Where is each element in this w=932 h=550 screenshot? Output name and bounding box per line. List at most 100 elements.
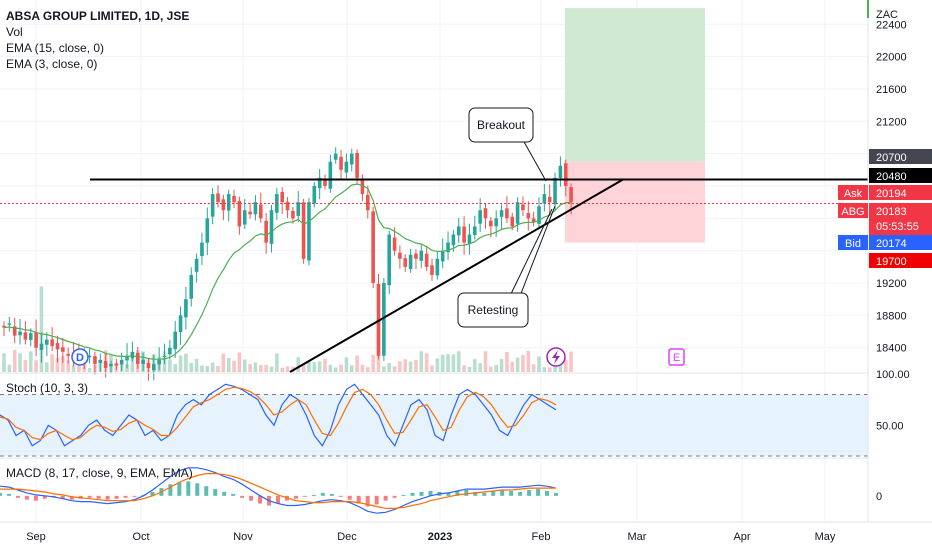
candle-body[interactable] bbox=[103, 361, 108, 368]
candle-body[interactable] bbox=[473, 226, 477, 235]
candle-body[interactable] bbox=[242, 210, 247, 225]
candle-body[interactable] bbox=[451, 234, 456, 246]
candle-body[interactable] bbox=[152, 363, 156, 371]
candle-body[interactable] bbox=[269, 210, 274, 244]
candle-body[interactable] bbox=[392, 237, 397, 251]
candle-body[interactable] bbox=[403, 258, 408, 267]
candle-body[interactable] bbox=[12, 326, 17, 336]
candle-body[interactable] bbox=[489, 220, 493, 227]
candle-body[interactable] bbox=[253, 202, 258, 215]
candle-body[interactable] bbox=[259, 204, 263, 219]
dividend-marker[interactable]: D bbox=[71, 348, 89, 366]
candle-body[interactable] bbox=[226, 194, 231, 211]
price-tag[interactable] bbox=[869, 235, 932, 250]
candle-body[interactable] bbox=[216, 193, 220, 203]
candle-body[interactable] bbox=[194, 258, 199, 272]
candle-body[interactable] bbox=[430, 265, 434, 275]
breakout-callout[interactable]: Breakout bbox=[468, 107, 547, 182]
candle-body[interactable] bbox=[317, 177, 322, 189]
stochastic-line[interactable] bbox=[0, 383, 557, 447]
candle-body[interactable] bbox=[280, 192, 284, 203]
candle-body[interactable] bbox=[87, 355, 92, 358]
ascending-trendline[interactable] bbox=[289, 178, 624, 373]
candle-body[interactable] bbox=[510, 216, 515, 227]
candle-body[interactable] bbox=[34, 332, 38, 348]
candle-body[interactable] bbox=[505, 208, 509, 219]
candle-body[interactable] bbox=[264, 220, 268, 243]
candle-body[interactable] bbox=[553, 177, 557, 205]
candle-body[interactable] bbox=[339, 156, 343, 170]
ema-line[interactable] bbox=[3, 183, 572, 360]
long-position-target-zone[interactable] bbox=[565, 8, 705, 162]
candle-body[interactable] bbox=[355, 153, 359, 178]
candle-body[interactable] bbox=[45, 339, 49, 345]
candle-body[interactable] bbox=[2, 325, 6, 328]
candle-body[interactable] bbox=[414, 253, 418, 259]
candle-body[interactable] bbox=[66, 353, 70, 356]
candle-body[interactable] bbox=[135, 352, 140, 364]
candle-body[interactable] bbox=[237, 200, 242, 227]
price-tag[interactable] bbox=[869, 203, 932, 235]
retesting-callout[interactable]: Retesting bbox=[457, 205, 556, 328]
candle-body[interactable] bbox=[23, 332, 28, 340]
candle-body[interactable] bbox=[55, 343, 60, 350]
candle-body[interactable] bbox=[109, 363, 113, 367]
candle-body[interactable] bbox=[18, 331, 22, 336]
candle-body[interactable] bbox=[178, 315, 183, 333]
candle-body[interactable] bbox=[408, 254, 413, 270]
candle-body[interactable] bbox=[542, 194, 547, 204]
candle-body[interactable] bbox=[435, 258, 440, 276]
candle-body[interactable] bbox=[328, 161, 333, 189]
candle-body[interactable] bbox=[248, 211, 252, 215]
candle-body[interactable] bbox=[547, 196, 552, 203]
candle-body[interactable] bbox=[189, 274, 194, 299]
candle-body[interactable] bbox=[221, 199, 226, 211]
candle-body[interactable] bbox=[537, 206, 541, 224]
candle-body[interactable] bbox=[483, 208, 488, 219]
lightning-icon[interactable] bbox=[546, 347, 566, 367]
candle-body[interactable] bbox=[521, 204, 525, 211]
candle-body[interactable] bbox=[291, 210, 295, 219]
candle-body[interactable] bbox=[558, 165, 563, 178]
candle-body[interactable] bbox=[440, 250, 445, 262]
candle-body[interactable] bbox=[39, 343, 44, 350]
candle-body[interactable] bbox=[531, 218, 536, 223]
candle-body[interactable] bbox=[371, 211, 375, 284]
long-position-stop-zone[interactable] bbox=[565, 161, 705, 243]
macd-line[interactable] bbox=[0, 473, 556, 509]
candle-body[interactable] bbox=[563, 163, 568, 186]
candle-body[interactable] bbox=[366, 194, 370, 211]
candle-body[interactable] bbox=[7, 323, 12, 325]
candle-body[interactable] bbox=[61, 347, 65, 352]
candle-body[interactable] bbox=[168, 347, 172, 355]
candle-body[interactable] bbox=[526, 213, 531, 219]
candle-body[interactable] bbox=[210, 194, 215, 217]
candle-body[interactable] bbox=[157, 359, 161, 365]
candle-body[interactable] bbox=[398, 252, 402, 259]
candle-body[interactable] bbox=[387, 234, 391, 286]
price-tag[interactable] bbox=[869, 185, 932, 200]
stochastic-line[interactable] bbox=[0, 386, 557, 441]
candle-body[interactable] bbox=[98, 359, 103, 363]
candle-body[interactable] bbox=[50, 339, 54, 347]
candle-body[interactable] bbox=[344, 161, 349, 173]
candle-body[interactable] bbox=[205, 218, 210, 243]
candle-body[interactable] bbox=[301, 202, 306, 259]
candle-body[interactable] bbox=[312, 186, 317, 204]
candle-body[interactable] bbox=[462, 226, 466, 243]
candle-body[interactable] bbox=[285, 201, 290, 211]
candle-body[interactable] bbox=[119, 359, 124, 365]
candle-body[interactable] bbox=[424, 253, 429, 267]
candle-body[interactable] bbox=[232, 195, 236, 203]
candle-body[interactable] bbox=[333, 153, 338, 160]
candle-body[interactable] bbox=[382, 283, 386, 356]
candle-body[interactable] bbox=[184, 299, 188, 318]
candle-body[interactable] bbox=[141, 359, 145, 364]
candle-body[interactable] bbox=[478, 210, 482, 224]
macd-line[interactable] bbox=[0, 467, 557, 514]
candle-body[interactable] bbox=[360, 179, 365, 195]
candle-body[interactable] bbox=[494, 218, 498, 227]
candle-body[interactable] bbox=[162, 355, 167, 357]
price-tag[interactable] bbox=[869, 253, 932, 268]
